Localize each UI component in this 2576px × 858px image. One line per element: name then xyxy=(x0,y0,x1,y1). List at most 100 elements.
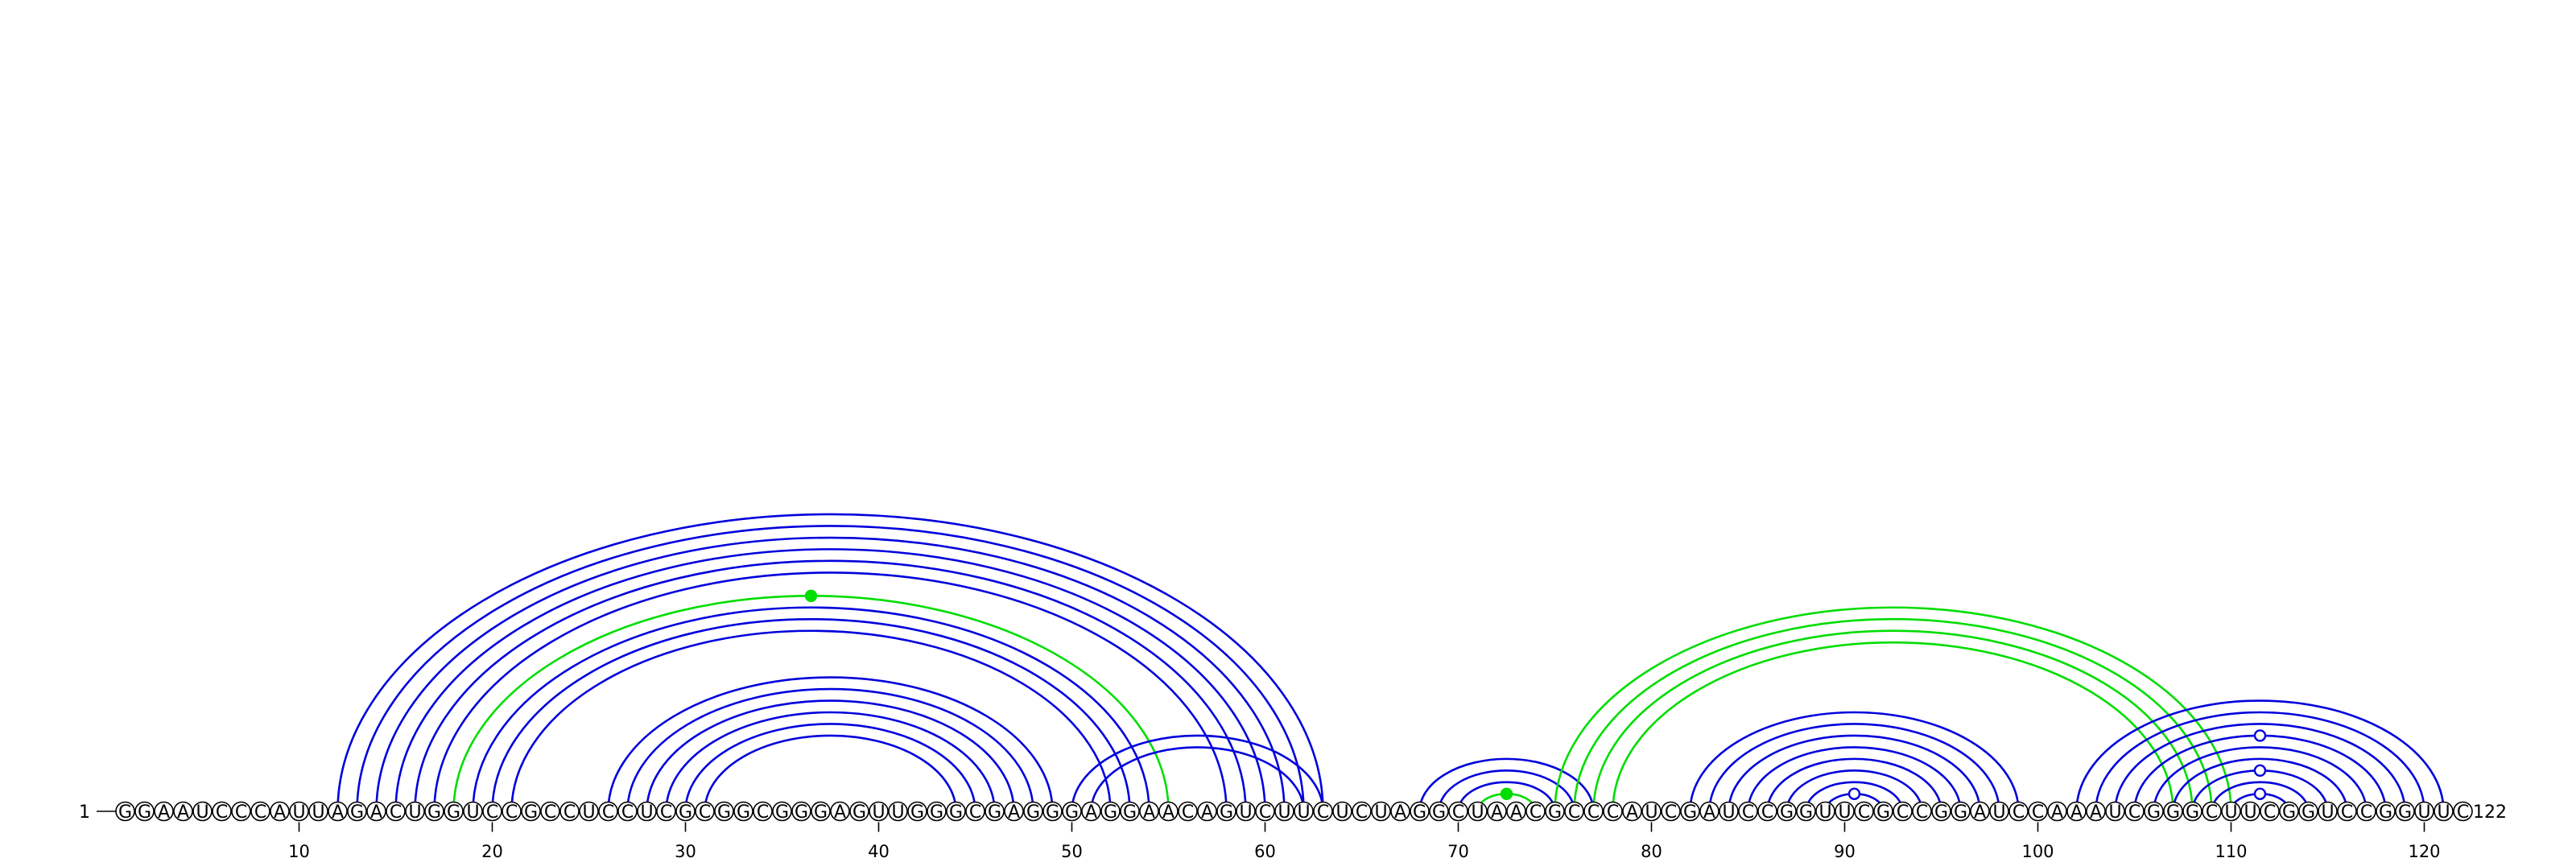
svg-text:U: U xyxy=(1722,802,1735,823)
svg-text:U: U xyxy=(408,802,421,823)
nucleotide: U xyxy=(1468,801,1488,823)
svg-text:U: U xyxy=(1297,802,1310,823)
svg-text:C: C xyxy=(1182,802,1194,823)
nucleotide: G xyxy=(1931,801,1951,823)
base-pair-arc xyxy=(1071,734,1324,812)
nucleotide: C xyxy=(1757,801,1777,823)
svg-text:U: U xyxy=(1471,802,1484,823)
base-pair-arc xyxy=(1438,769,1575,812)
svg-text:G: G xyxy=(350,802,364,823)
nucleotide: U xyxy=(1274,801,1294,823)
svg-text:U: U xyxy=(2244,802,2256,823)
svg-text:U: U xyxy=(2224,802,2237,823)
svg-text:U: U xyxy=(640,802,653,823)
base-pair-arc xyxy=(1090,746,1305,812)
svg-text:G: G xyxy=(1799,802,1813,823)
nucleotide: C xyxy=(617,801,638,823)
svg-text:A: A xyxy=(370,802,382,823)
nucleotide: U xyxy=(2318,801,2338,823)
svg-text:U: U xyxy=(1278,802,1290,823)
svg-text:U: U xyxy=(2417,802,2430,823)
nucleotide: C xyxy=(965,801,985,823)
svg-text:G: G xyxy=(1123,802,1137,823)
tick-label: 30 xyxy=(675,842,696,858)
svg-text:C: C xyxy=(969,802,981,823)
svg-text:G: G xyxy=(1954,802,1967,823)
nucleotide: U xyxy=(888,801,908,823)
svg-text:C: C xyxy=(757,802,769,823)
svg-text:U: U xyxy=(2108,802,2121,823)
nucleotide: C xyxy=(231,801,251,823)
filled-pair-marker xyxy=(1500,787,1513,800)
svg-text:G: G xyxy=(2147,802,2161,823)
nucleotide: G xyxy=(521,801,541,823)
nucleotide: A xyxy=(1390,801,1410,823)
svg-text:G: G xyxy=(852,802,866,823)
svg-text:U: U xyxy=(466,802,479,823)
tick-label: 20 xyxy=(481,842,503,858)
nucleotide: G xyxy=(2182,801,2202,823)
nucleotide: C xyxy=(540,801,560,823)
svg-text:G: G xyxy=(988,802,1001,823)
nucleotide: G xyxy=(1042,801,1063,823)
svg-text:C: C xyxy=(1607,802,1619,823)
svg-text:C: C xyxy=(621,802,634,823)
base-pair-arc xyxy=(2211,781,2310,812)
tick-label: 100 xyxy=(2021,842,2054,858)
svg-text:G: G xyxy=(737,802,750,823)
nucleotide: G xyxy=(1680,801,1700,823)
svg-text:A: A xyxy=(2090,802,2102,823)
nucleotide: A xyxy=(154,801,174,823)
nucleotide: U xyxy=(1815,801,1835,823)
nucleotide: C xyxy=(1854,801,1874,823)
tick-label: 80 xyxy=(1641,842,1662,858)
nucleotide: C xyxy=(598,801,618,823)
nucleotide: C xyxy=(1352,801,1372,823)
svg-text:A: A xyxy=(2051,802,2063,823)
base-pair-arc xyxy=(2114,723,2406,812)
nucleotide: C xyxy=(2356,801,2376,823)
nucleotide: A xyxy=(1158,801,1179,823)
nucleotide: C xyxy=(212,801,232,823)
svg-text:G: G xyxy=(2398,802,2412,823)
open-pair-marker xyxy=(2253,787,2267,800)
nucleotide: G xyxy=(1062,801,1082,823)
svg-text:G: G xyxy=(910,802,924,823)
nucleotide: G xyxy=(849,801,869,823)
nucleotide: C xyxy=(2202,801,2222,823)
arcs-layer xyxy=(336,513,2445,812)
svg-text:C: C xyxy=(2264,802,2276,823)
nucleotide: C xyxy=(1893,801,1913,823)
nucleotide: C xyxy=(1255,801,1275,823)
svg-text:G: G xyxy=(949,802,963,823)
nucleotide: C xyxy=(1525,801,1546,823)
nucleotide: U xyxy=(579,801,599,823)
base-pair-arc xyxy=(375,536,1286,812)
svg-text:C: C xyxy=(1452,802,1464,823)
nucleotide: C xyxy=(559,801,580,823)
svg-text:A: A xyxy=(274,802,286,823)
svg-text:U: U xyxy=(196,802,208,823)
nucleotide: A xyxy=(1139,801,1159,823)
svg-text:C: C xyxy=(1568,802,1580,823)
svg-text:A: A xyxy=(158,802,170,823)
base-pair-arc xyxy=(356,525,1305,812)
nucleotide: A xyxy=(1970,801,1990,823)
nucleotide: C xyxy=(2008,801,2029,823)
nucleotide: A xyxy=(270,801,290,823)
nucleotide: G xyxy=(2298,801,2318,823)
start-position-label: 1 xyxy=(79,802,90,823)
nucleotide: C xyxy=(1564,801,1584,823)
nucleotide: U xyxy=(869,801,889,823)
nucleotide: U xyxy=(2221,801,2241,823)
svg-text:G: G xyxy=(1432,802,1446,823)
nucleotide: C xyxy=(1603,801,1623,823)
nucleotide: G xyxy=(772,801,792,823)
svg-text:U: U xyxy=(891,802,904,823)
base-pair-arc xyxy=(336,513,1324,812)
nucleotide: G xyxy=(2163,801,2183,823)
base-pair-arc xyxy=(665,711,996,812)
nucleotide: C xyxy=(2260,801,2280,823)
svg-text:C: C xyxy=(506,802,518,823)
base-pair-arc xyxy=(2172,757,2348,812)
